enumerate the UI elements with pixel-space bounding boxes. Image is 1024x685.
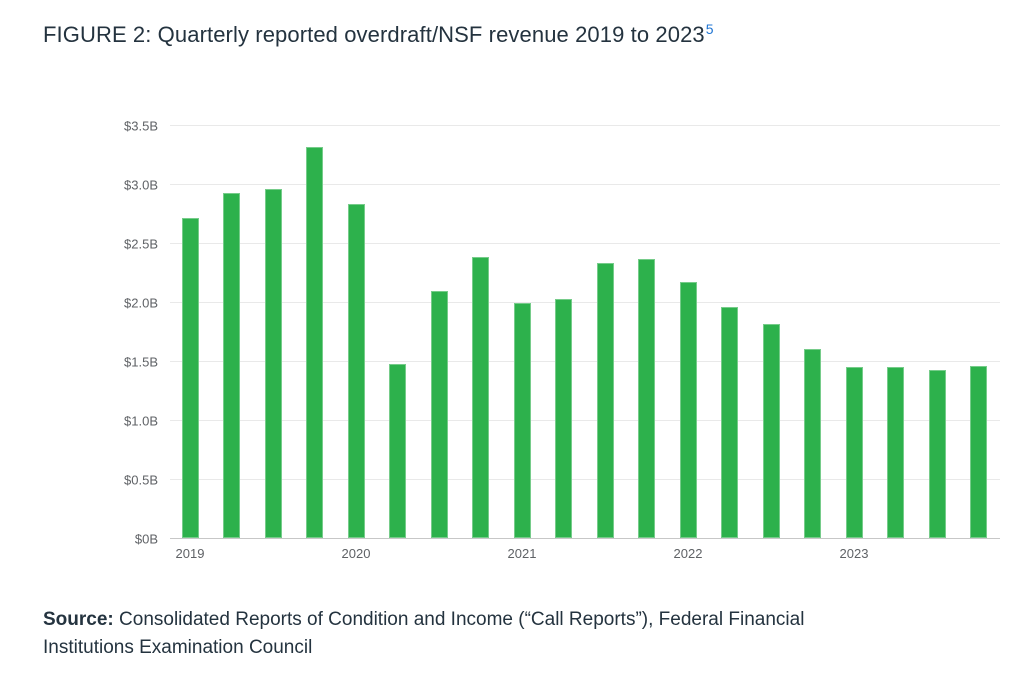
gridline xyxy=(170,184,1000,185)
bar-2020-q4 xyxy=(472,256,489,538)
quarterly-revenue-bar-chart: $3.5B $3.0B $2.5B $2.0B $1.5B $1.0B $0.5B $0B 2… xyxy=(0,119,1000,566)
y-tick-label: $2.0B xyxy=(124,295,158,311)
x-tick-label-2021: 2021 xyxy=(507,546,537,561)
bar-2023-q4 xyxy=(970,365,987,538)
gridline xyxy=(170,243,1000,244)
x-tick-label-2020: 2020 xyxy=(341,546,371,561)
y-tick-label: $0B xyxy=(134,531,158,547)
bar-2021-q3 xyxy=(596,262,614,538)
bar-2021-q1 xyxy=(513,303,531,538)
x-axis-line xyxy=(170,538,1000,539)
footnote-marker-link[interactable]: 5 xyxy=(705,20,714,37)
source-label: Source: xyxy=(43,609,114,630)
bar-2022-q3 xyxy=(762,324,780,538)
gridline xyxy=(170,479,1000,480)
y-tick-label: $3.0B xyxy=(124,177,158,193)
bar-2023-q1 xyxy=(845,366,863,538)
bar-2021-q2 xyxy=(555,299,572,538)
bar-2019-q3 xyxy=(264,188,282,538)
gridline xyxy=(170,302,1000,303)
plot-area xyxy=(170,125,1000,539)
y-tick-label: $2.5B xyxy=(124,236,158,252)
y-tick-label: $3.5B xyxy=(124,118,158,134)
bar-2020-q2 xyxy=(389,364,406,538)
y-tick-label: $1.5B xyxy=(124,354,158,370)
y-tick-label: $1.0B xyxy=(124,413,158,429)
bar-2019-q1 xyxy=(181,218,199,538)
gridline xyxy=(170,420,1000,421)
source-note: Source: Consolidated Reports of Conditio… xyxy=(43,606,865,662)
figure-title-text: FIGURE 2: Quarterly reported overdraft/N… xyxy=(43,22,705,47)
y-axis-tick-labels: $3.5B $3.0B $2.5B $2.0B $1.5B $1.0B $0.5B $0B xyxy=(0,119,158,547)
gridline xyxy=(170,361,1000,362)
bar-2022-q4 xyxy=(804,349,821,538)
bar-2023-q2 xyxy=(887,366,904,538)
x-tick-label-2019: 2019 xyxy=(175,546,205,561)
x-axis-tick-labels: 2019 2020 2021 2022 2023 xyxy=(170,546,1000,566)
bar-2022-q1 xyxy=(679,281,697,538)
figure-title: FIGURE 2: Quarterly reported overdraft/N… xyxy=(43,22,714,48)
y-tick-label: $0.5B xyxy=(124,472,158,488)
bar-2019-q2 xyxy=(223,193,240,538)
bar-2020-q3 xyxy=(430,291,448,538)
bar-2022-q2 xyxy=(721,306,738,538)
bar-2019-q4 xyxy=(306,147,323,538)
x-tick-label-2023: 2023 xyxy=(839,546,869,561)
bar-2021-q4 xyxy=(638,259,655,538)
bar-2020-q1 xyxy=(347,203,365,538)
gridline xyxy=(170,125,1000,126)
source-text: Consolidated Reports of Condition and In… xyxy=(43,609,805,658)
x-tick-label-2022: 2022 xyxy=(673,546,703,561)
bar-2023-q3 xyxy=(928,370,946,538)
